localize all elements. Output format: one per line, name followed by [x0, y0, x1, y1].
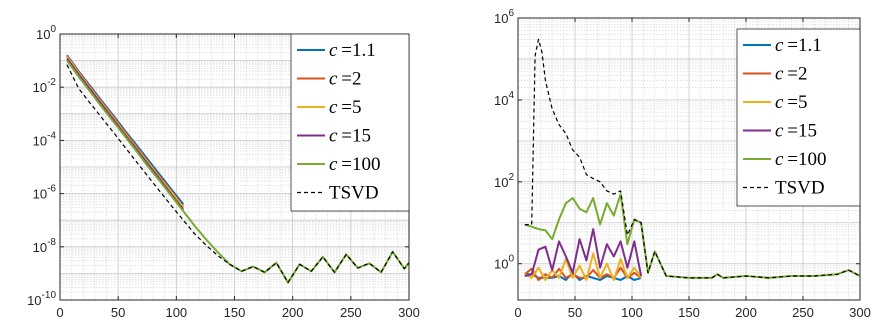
right-plot: 0 50 100 150 200 250 300 106 104 102 100 c =1.1 c =2… [494, 8, 871, 320]
legend-box [736, 28, 861, 207]
series-line [524, 193, 861, 279]
y-tick-label: 106 [494, 8, 514, 26]
series-line [524, 252, 642, 281]
left-plot: 0 50 100 150 200 250 300 100 10-2 10-4 10-6 10-8 10-… [27, 24, 420, 320]
y-tick-label: 10-2 [33, 77, 57, 95]
series-line [524, 266, 642, 281]
legend-label: c =2 [329, 69, 361, 90]
y-tick-label: 100 [494, 254, 514, 272]
legend: c =1.1 c =2 c =5 c =15 c =100 TSVD [290, 33, 410, 212]
y-tick-label: 100 [36, 24, 56, 42]
legend-box [290, 33, 410, 212]
grid [59, 34, 410, 301]
x-tick-label: 200 [282, 305, 304, 320]
legend-label: TSVD [329, 183, 379, 204]
series-line [66, 64, 410, 284]
legend-label: c =15 [329, 126, 371, 147]
y-tick-label: 102 [494, 172, 514, 190]
legend: c =1.1 c =2 c =5 c =15 c =100 TSVD [736, 28, 861, 207]
legend-label: c =15 [775, 121, 817, 142]
x-tick-label: 250 [340, 305, 362, 320]
x-tick-label: 0 [514, 305, 521, 320]
x-tick-label: 50 [568, 305, 582, 320]
x-tick-label: 100 [621, 305, 643, 320]
y-tick-label: 10-6 [33, 184, 57, 202]
legend-label: c =1.1 [329, 40, 376, 61]
x-tick-label: 300 [849, 305, 871, 320]
legend-label: c =100 [775, 149, 826, 170]
legend-label: c =5 [329, 97, 361, 118]
y-tick-label: 104 [494, 90, 514, 108]
x-tick-label: 150 [678, 305, 700, 320]
x-tick-label: 0 [56, 305, 63, 320]
series-line [524, 38, 861, 279]
y-tick-label: 10-8 [33, 237, 57, 255]
y-tick-label: 10-10 [27, 290, 56, 308]
x-tick-label: 50 [111, 305, 125, 320]
x-tick-label: 100 [165, 305, 187, 320]
legend-label: TSVD [775, 178, 825, 199]
x-tick-label: 200 [735, 305, 757, 320]
legend-label: c =100 [329, 154, 380, 175]
x-tick-label: 300 [398, 305, 420, 320]
legend-label: c =1.1 [775, 35, 822, 56]
x-tick-label: 250 [792, 305, 814, 320]
x-tick-label: 150 [224, 305, 246, 320]
legend-label: c =2 [775, 64, 807, 85]
legend-label: c =5 [775, 92, 807, 113]
y-tick-label: 10-4 [33, 130, 57, 148]
series-line [524, 228, 643, 277]
